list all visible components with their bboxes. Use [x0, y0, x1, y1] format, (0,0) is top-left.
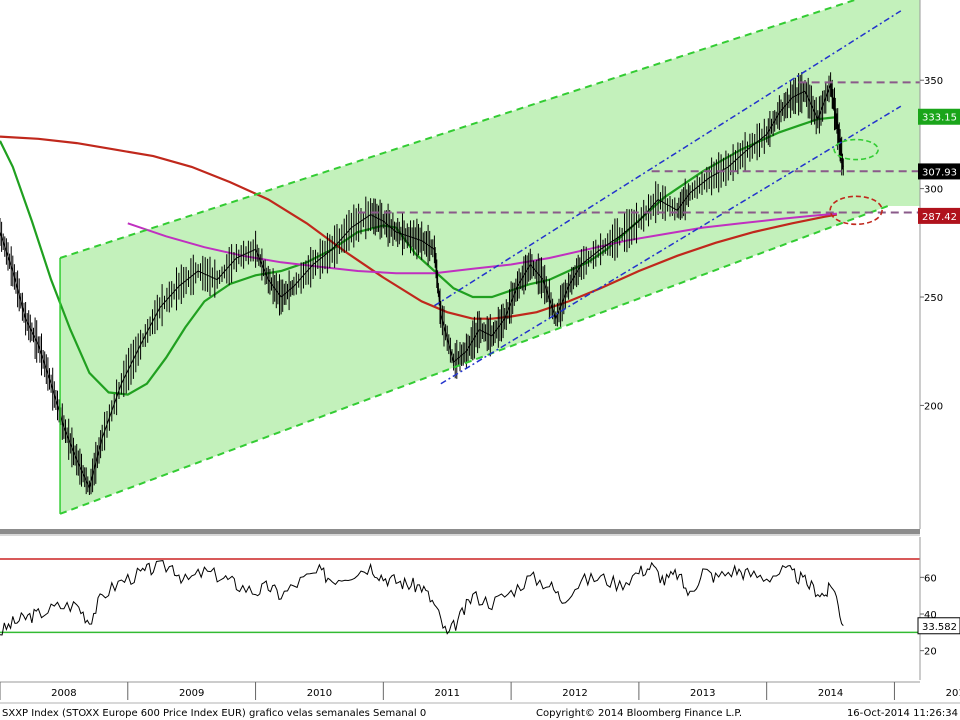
price-series-group	[0, 72, 844, 495]
time-tick-label: 2011	[434, 688, 459, 699]
channel-lower-line	[59, 205, 889, 515]
price-label-text: 307.93	[922, 167, 957, 178]
inner-channel-upper	[434, 10, 902, 307]
price-tick-label: 200	[924, 401, 943, 412]
price-label-box	[918, 207, 960, 224]
footer-title: SXXP Index (STOXX Europe 600 Price Index…	[2, 708, 426, 719]
channel-upper-line	[59, 0, 858, 259]
ma-magenta-line	[127, 212, 837, 275]
time-tick-label: 2009	[179, 688, 204, 699]
annotation-ellipse-red	[829, 195, 883, 226]
price-label-box	[918, 163, 960, 180]
trend-channel-fill	[60, 0, 920, 514]
rsi-tick-label: 40	[924, 610, 937, 621]
price-axis: 200 250 300 350 333.15 307.93 287.42	[918, 0, 960, 529]
ma-green-line	[0, 116, 838, 396]
rsi-value-label: 33.582	[922, 622, 957, 633]
price-tick-label: 250	[924, 293, 943, 304]
inner-channel-lower	[440, 105, 902, 385]
price-tick-label: 350	[924, 76, 943, 87]
footer-timestamp: 16-Oct-2014 11:26:34	[847, 708, 958, 719]
time-tick-label: 2014	[818, 688, 843, 699]
rsi-value-box	[917, 617, 960, 635]
price-label-text: 287.42	[922, 212, 957, 223]
rsi-tick-label: 60	[924, 573, 937, 584]
price-panel	[0, 0, 920, 515]
rsi-axis: 20 40 60 33.582	[917, 537, 960, 680]
time-tick-label: 2010	[307, 688, 332, 699]
rsi-panel	[0, 558, 920, 636]
time-tick-label: 2008	[51, 688, 76, 699]
ma-red-line	[0, 135, 838, 320]
rsi-tick-label: 20	[924, 647, 937, 658]
rsi-line	[0, 560, 844, 636]
price-tick-label: 300	[924, 185, 943, 196]
price-label-box	[918, 108, 960, 125]
panel-separator-shadow	[0, 534, 920, 536]
panel-separator	[0, 529, 920, 534]
time-tick-label: 2015	[946, 688, 960, 699]
time-tick-label: 2013	[690, 688, 715, 699]
annotation-ellipse-green	[833, 138, 879, 161]
price-label-text: 333.15	[922, 113, 957, 124]
time-tick-label: 2012	[562, 688, 587, 699]
price-line	[0, 82, 844, 490]
time-axis: 2008 2009 2010 2011 2012 2013 2014 2015	[0, 682, 960, 700]
price-overlays	[59, 0, 920, 515]
footer-copyright: Copyright© 2014 Bloomberg Finance L.P.	[536, 708, 742, 719]
